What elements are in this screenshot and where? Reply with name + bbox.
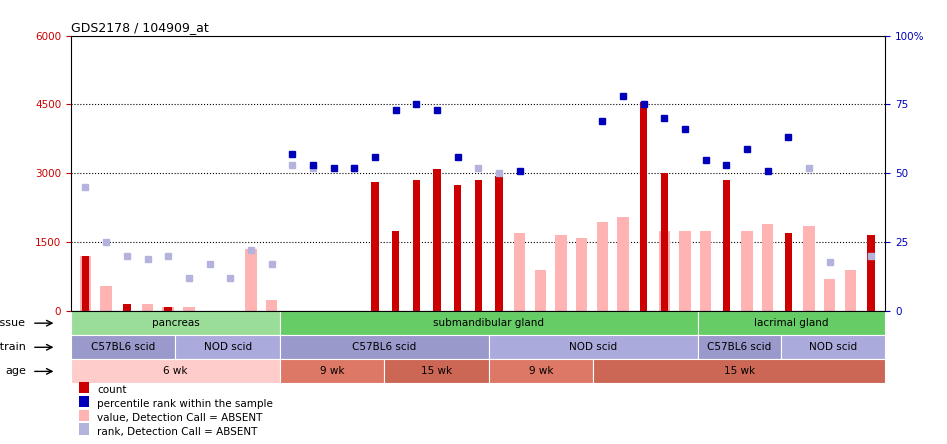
Bar bbox=[555, 235, 566, 311]
Bar bbox=[80, 256, 91, 311]
Text: submandibular gland: submandibular gland bbox=[433, 318, 545, 328]
Bar bbox=[71, 335, 175, 359]
Bar bbox=[266, 300, 277, 311]
Text: C57BL6 scid: C57BL6 scid bbox=[91, 342, 155, 352]
Bar bbox=[803, 226, 814, 311]
Text: NOD scid: NOD scid bbox=[204, 342, 252, 352]
Bar bbox=[474, 180, 482, 311]
Bar bbox=[640, 102, 648, 311]
Bar bbox=[700, 231, 711, 311]
Text: strain: strain bbox=[0, 342, 27, 352]
Bar bbox=[433, 169, 440, 311]
Bar bbox=[80, 382, 89, 393]
Bar bbox=[245, 249, 257, 311]
Bar bbox=[454, 185, 461, 311]
Text: lacrimal gland: lacrimal gland bbox=[754, 318, 829, 328]
Bar bbox=[413, 180, 420, 311]
Bar bbox=[785, 233, 792, 311]
Bar bbox=[698, 335, 781, 359]
Bar bbox=[495, 176, 503, 311]
Bar bbox=[175, 335, 280, 359]
Text: tissue: tissue bbox=[0, 318, 27, 328]
Bar bbox=[371, 182, 379, 311]
Bar bbox=[100, 286, 112, 311]
Text: percentile rank within the sample: percentile rank within the sample bbox=[98, 399, 273, 409]
Text: GDS2178 / 104909_at: GDS2178 / 104909_at bbox=[71, 21, 208, 34]
Bar bbox=[280, 335, 489, 359]
Bar bbox=[658, 231, 670, 311]
Text: value, Detection Call = ABSENT: value, Detection Call = ABSENT bbox=[98, 413, 262, 423]
Bar bbox=[576, 238, 587, 311]
Text: NOD scid: NOD scid bbox=[569, 342, 617, 352]
Text: rank, Detection Call = ABSENT: rank, Detection Call = ABSENT bbox=[98, 427, 258, 436]
Bar bbox=[392, 231, 400, 311]
Bar bbox=[280, 359, 384, 384]
Bar bbox=[71, 311, 280, 335]
Bar bbox=[781, 335, 885, 359]
Text: 15 wk: 15 wk bbox=[420, 366, 452, 377]
Bar bbox=[742, 231, 753, 311]
Bar bbox=[534, 270, 545, 311]
Bar bbox=[867, 235, 875, 311]
Bar bbox=[698, 311, 885, 335]
Bar bbox=[71, 359, 280, 384]
Bar bbox=[762, 224, 774, 311]
Bar bbox=[845, 270, 856, 311]
Bar bbox=[489, 335, 698, 359]
Bar bbox=[723, 180, 730, 311]
Bar bbox=[384, 359, 489, 384]
Text: NOD scid: NOD scid bbox=[809, 342, 857, 352]
Text: 9 wk: 9 wk bbox=[528, 366, 553, 377]
Text: 15 wk: 15 wk bbox=[724, 366, 755, 377]
Text: age: age bbox=[6, 366, 27, 377]
Bar bbox=[824, 279, 835, 311]
Bar bbox=[597, 222, 608, 311]
Bar bbox=[165, 306, 171, 311]
Bar bbox=[81, 256, 89, 311]
Text: 6 wk: 6 wk bbox=[163, 366, 188, 377]
Bar bbox=[80, 410, 89, 421]
Bar bbox=[661, 173, 668, 311]
Text: pancreas: pancreas bbox=[152, 318, 199, 328]
Bar bbox=[123, 304, 131, 311]
Text: C57BL6 scid: C57BL6 scid bbox=[707, 342, 772, 352]
Bar bbox=[617, 217, 629, 311]
Bar bbox=[280, 311, 698, 335]
Bar bbox=[489, 359, 593, 384]
Bar bbox=[163, 306, 174, 311]
Text: 9 wk: 9 wk bbox=[320, 366, 345, 377]
Bar bbox=[80, 396, 89, 407]
Bar bbox=[142, 304, 153, 311]
Bar bbox=[80, 423, 89, 435]
Bar bbox=[183, 306, 194, 311]
Bar bbox=[679, 231, 690, 311]
Bar bbox=[514, 233, 526, 311]
Bar bbox=[593, 359, 885, 384]
Text: count: count bbox=[98, 385, 127, 395]
Text: C57BL6 scid: C57BL6 scid bbox=[352, 342, 417, 352]
